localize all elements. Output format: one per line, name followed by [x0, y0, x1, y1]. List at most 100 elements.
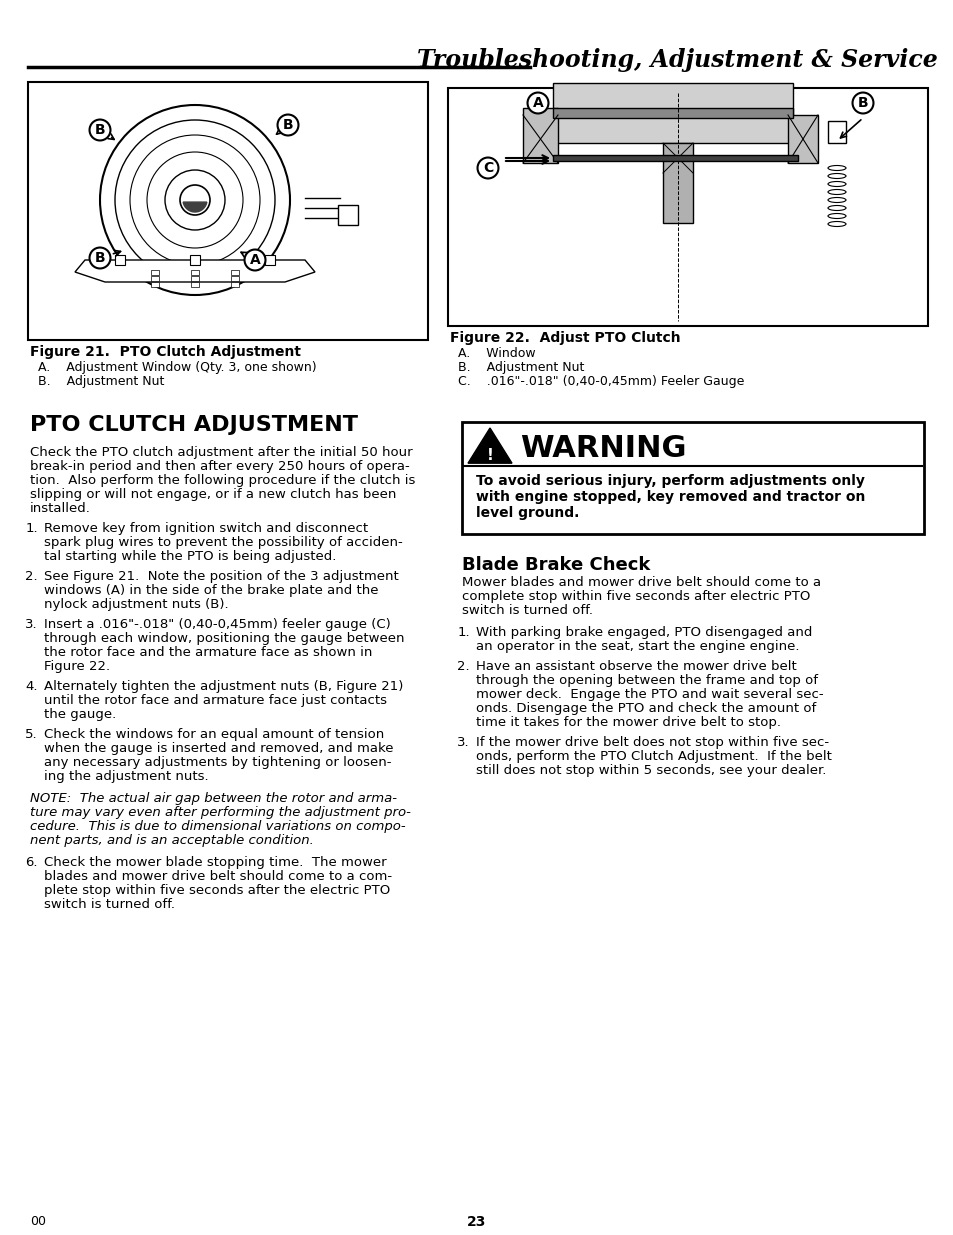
Text: To avoid serious injury, perform adjustments only: To avoid serious injury, perform adjustm…: [476, 474, 864, 488]
Bar: [337, 205, 357, 225]
Bar: [231, 275, 239, 282]
Text: 3.: 3.: [456, 736, 470, 748]
Text: 4.: 4.: [26, 680, 38, 693]
Text: when the gauge is inserted and removed, and make: when the gauge is inserted and removed, …: [44, 742, 393, 755]
Text: 00: 00: [30, 1215, 46, 1228]
Text: 6.: 6.: [26, 856, 38, 869]
Text: 1.: 1.: [26, 522, 38, 535]
Bar: [662, 143, 692, 224]
Polygon shape: [75, 261, 314, 282]
Ellipse shape: [827, 221, 845, 226]
Text: Remove key from ignition switch and disconnect: Remove key from ignition switch and disc…: [44, 522, 368, 535]
Text: 23: 23: [467, 1215, 486, 1229]
Ellipse shape: [827, 173, 845, 179]
Text: 2.: 2.: [456, 659, 470, 673]
Text: Check the mower blade stopping time.  The mower: Check the mower blade stopping time. The…: [44, 856, 386, 869]
Text: onds, perform the PTO Clutch Adjustment.  If the belt: onds, perform the PTO Clutch Adjustment.…: [476, 750, 831, 763]
Text: installed.: installed.: [30, 501, 91, 515]
Text: slipping or will not engage, or if a new clutch has been: slipping or will not engage, or if a new…: [30, 488, 395, 501]
Text: C: C: [482, 161, 493, 175]
Text: tion.  Also perform the following procedure if the clutch is: tion. Also perform the following procedu…: [30, 474, 415, 487]
Bar: [191, 282, 199, 287]
Ellipse shape: [827, 198, 845, 203]
Text: Troubleshooting, Adjustment & Service: Troubleshooting, Adjustment & Service: [416, 48, 937, 72]
Text: through each window, positioning the gauge between: through each window, positioning the gau…: [44, 632, 404, 645]
Text: A.    Adjustment Window (Qty. 3, one shown): A. Adjustment Window (Qty. 3, one shown): [38, 361, 316, 374]
Text: nylock adjustment nuts (B).: nylock adjustment nuts (B).: [44, 598, 229, 611]
Text: If the mower drive belt does not stop within five sec-: If the mower drive belt does not stop wi…: [476, 736, 828, 748]
Text: Alternately tighten the adjustment nuts (B, Figure 21): Alternately tighten the adjustment nuts …: [44, 680, 403, 693]
Text: See Figure 21.  Note the position of the 3 adjustment: See Figure 21. Note the position of the …: [44, 571, 398, 583]
Text: switch is turned off.: switch is turned off.: [461, 604, 593, 618]
Bar: [151, 282, 159, 287]
Text: any necessary adjustments by tightening or loosen-: any necessary adjustments by tightening …: [44, 756, 391, 769]
Text: Have an assistant observe the mower drive belt: Have an assistant observe the mower driv…: [476, 659, 796, 673]
Bar: [522, 107, 558, 163]
Text: Insert a .016"-.018" (0,40-0,45mm) feeler gauge (C): Insert a .016"-.018" (0,40-0,45mm) feele…: [44, 618, 391, 631]
Text: onds. Disengage the PTO and check the amount of: onds. Disengage the PTO and check the am…: [476, 701, 816, 715]
Text: still does not stop within 5 seconds, see your dealer.: still does not stop within 5 seconds, se…: [476, 764, 825, 777]
Ellipse shape: [827, 205, 845, 210]
Bar: [191, 275, 199, 282]
Text: Check the windows for an equal amount of tension: Check the windows for an equal amount of…: [44, 727, 384, 741]
Text: until the rotor face and armature face just contacts: until the rotor face and armature face j…: [44, 694, 387, 706]
Text: C.    .016"-.018" (0,40-0,45mm) Feeler Gauge: C. .016"-.018" (0,40-0,45mm) Feeler Gaug…: [457, 375, 743, 388]
Bar: [787, 115, 817, 163]
Text: A: A: [532, 96, 543, 110]
Bar: [151, 275, 159, 282]
Ellipse shape: [827, 214, 845, 219]
Ellipse shape: [827, 165, 845, 170]
Text: !: !: [486, 447, 493, 462]
Bar: [115, 254, 125, 266]
Bar: [190, 254, 200, 266]
Text: cedure.  This is due to dimensional variations on compo-: cedure. This is due to dimensional varia…: [30, 820, 405, 832]
Bar: [265, 254, 274, 266]
Bar: [553, 107, 792, 119]
Text: ture may vary even after performing the adjustment pro-: ture may vary even after performing the …: [30, 806, 411, 819]
Text: B.    Adjustment Nut: B. Adjustment Nut: [457, 361, 584, 374]
Bar: [448, 88, 927, 326]
Text: level ground.: level ground.: [476, 506, 578, 520]
Text: A: A: [241, 252, 260, 267]
Text: mower deck.  Engage the PTO and wait several sec-: mower deck. Engage the PTO and wait seve…: [476, 688, 822, 701]
Ellipse shape: [827, 189, 845, 194]
Text: A.    Window: A. Window: [457, 347, 535, 359]
Text: Figure 22.  Adjust PTO Clutch: Figure 22. Adjust PTO Clutch: [450, 331, 679, 345]
Text: Mower blades and mower drive belt should come to a: Mower blades and mower drive belt should…: [461, 576, 821, 589]
Text: an operator in the seat, start the engine engine.: an operator in the seat, start the engin…: [476, 640, 799, 653]
Polygon shape: [468, 429, 512, 463]
Text: with engine stopped, key removed and tractor on: with engine stopped, key removed and tra…: [476, 490, 864, 504]
Text: B: B: [857, 96, 867, 110]
Text: B: B: [94, 124, 114, 140]
Bar: [827, 121, 845, 143]
Text: PTO CLUTCH ADJUSTMENT: PTO CLUTCH ADJUSTMENT: [30, 415, 357, 435]
Text: B: B: [276, 119, 293, 135]
Text: 3.: 3.: [26, 618, 38, 631]
Text: the gauge.: the gauge.: [44, 708, 116, 721]
Text: ing the adjustment nuts.: ing the adjustment nuts.: [44, 769, 209, 783]
Text: break-in period and then after every 250 hours of opera-: break-in period and then after every 250…: [30, 459, 410, 473]
Text: Blade Brake Check: Blade Brake Check: [461, 556, 650, 574]
Bar: [231, 270, 239, 275]
Bar: [151, 270, 159, 275]
Bar: [28, 82, 428, 340]
Text: Check the PTO clutch adjustment after the initial 50 hour: Check the PTO clutch adjustment after th…: [30, 446, 413, 459]
Text: switch is turned off.: switch is turned off.: [44, 898, 174, 911]
Text: blades and mower drive belt should come to a com-: blades and mower drive belt should come …: [44, 869, 392, 883]
Text: nent parts, and is an acceptable condition.: nent parts, and is an acceptable conditi…: [30, 834, 314, 847]
Text: spark plug wires to prevent the possibility of acciden-: spark plug wires to prevent the possibil…: [44, 536, 402, 550]
Bar: [553, 156, 797, 161]
Text: B: B: [94, 251, 120, 266]
Text: B.    Adjustment Nut: B. Adjustment Nut: [38, 375, 164, 388]
Ellipse shape: [827, 182, 845, 186]
Text: complete stop within five seconds after electric PTO: complete stop within five seconds after …: [461, 590, 809, 603]
Bar: [461, 422, 923, 534]
Text: WARNING: WARNING: [519, 433, 686, 463]
Text: Figure 22.: Figure 22.: [44, 659, 110, 673]
Text: time it takes for the mower drive belt to stop.: time it takes for the mower drive belt t…: [476, 716, 781, 729]
Bar: [231, 282, 239, 287]
Polygon shape: [183, 203, 207, 212]
Text: the rotor face and the armature face as shown in: the rotor face and the armature face as …: [44, 646, 372, 659]
Text: tal starting while the PTO is being adjusted.: tal starting while the PTO is being adju…: [44, 550, 336, 563]
Text: 5.: 5.: [26, 727, 38, 741]
